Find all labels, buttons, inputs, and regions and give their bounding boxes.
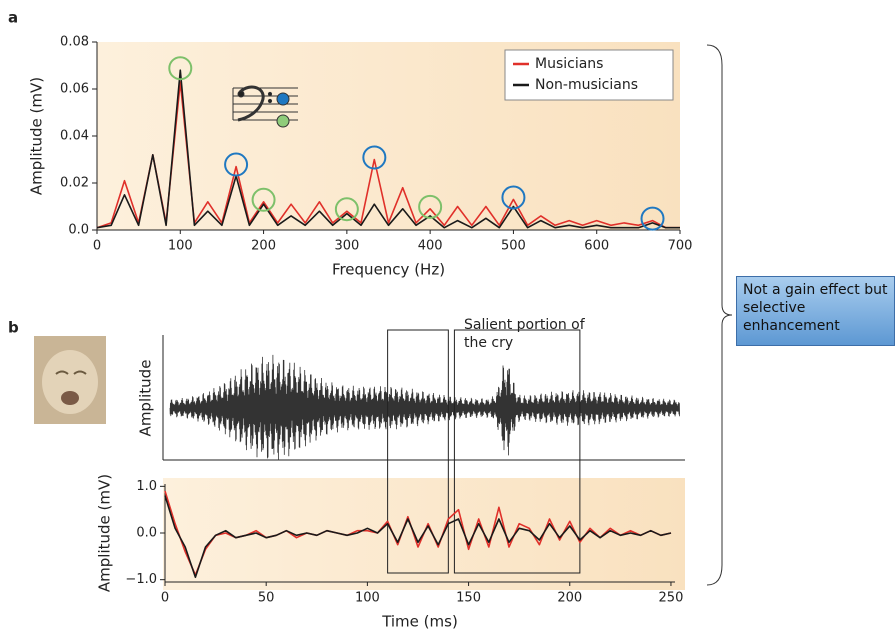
x-tick-label: 50 [258, 591, 275, 606]
baby-photo [34, 336, 106, 424]
x-tick-label: 700 [668, 239, 693, 254]
y-axis-title: Amplitude (mV) [28, 77, 46, 195]
highlight-box [453, 329, 581, 574]
y-tick-label: 0.08 [60, 35, 89, 50]
legend-label: Musicians [535, 56, 603, 72]
x-tick-label: 150 [456, 591, 481, 606]
legend-box [504, 49, 674, 101]
staff-icon [232, 85, 298, 128]
y-tick-label: 0.04 [60, 129, 89, 144]
x-tick-label: 0 [93, 239, 101, 254]
harmonic-marker [224, 152, 249, 177]
x-tick-label: 400 [418, 239, 443, 254]
x-tick-label: 250 [659, 591, 684, 606]
x-tick-label: 200 [557, 591, 582, 606]
y-tick-label: 0.0 [136, 526, 157, 541]
harmonic-marker [362, 145, 387, 170]
harmonic-marker [168, 56, 193, 81]
highlight-box [387, 329, 449, 574]
harmonic-marker [251, 187, 276, 212]
panel-label: b [8, 319, 19, 337]
x-tick-label: 0 [161, 591, 169, 606]
panel-label: a [8, 9, 18, 27]
harmonic-marker [418, 194, 443, 219]
brace [706, 44, 733, 586]
axis-title: Amplitude [137, 360, 155, 437]
x-tick-label: 300 [334, 239, 359, 254]
y-tick-label: 1.0 [136, 479, 157, 494]
x-tick-label: 100 [168, 239, 193, 254]
x-axis-title: Frequency (Hz) [332, 261, 445, 279]
series-line [164, 495, 672, 579]
x-tick-label: 200 [251, 239, 276, 254]
y-tick-label: 0.0 [68, 223, 89, 238]
harmonic-marker [501, 185, 526, 210]
x-tick-label: 500 [501, 239, 526, 254]
harmonic-marker [334, 197, 359, 222]
harmonic-marker [640, 206, 665, 231]
y-tick-label: 0.06 [60, 82, 89, 97]
waveform [169, 354, 680, 461]
x-axis-title: Time (ms) [381, 613, 458, 631]
annotation: Salient portion of the cry [464, 317, 585, 351]
legend-label: Non-musicians [535, 77, 638, 93]
note-box: Not a gain effect but selective enhancem… [736, 276, 895, 346]
x-tick-label: 600 [584, 239, 609, 254]
y-tick-label: −1.0 [125, 572, 157, 587]
series-line [96, 69, 680, 229]
x-tick-label: 100 [355, 591, 380, 606]
y-tick-label: 0.02 [60, 176, 89, 191]
y-axis-title: Amplitude (mV) [96, 474, 114, 592]
